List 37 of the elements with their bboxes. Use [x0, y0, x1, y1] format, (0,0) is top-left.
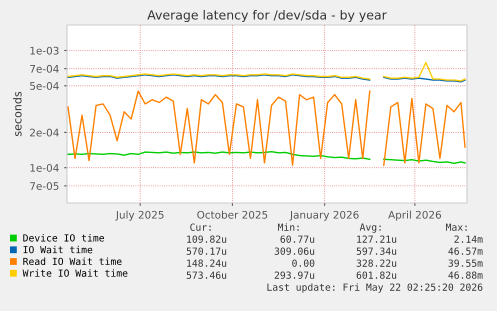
y-tick-label: 1e-03: [30, 46, 59, 55]
y-tick-label: 5e-04: [30, 82, 59, 90]
text: Max:: [446, 224, 467, 231]
x-tick-label: April 2026: [388, 210, 442, 221]
text: 39.55m: [448, 259, 483, 267]
text: 597.34u: [356, 247, 396, 255]
text: 0.00: [292, 259, 314, 267]
y-tick-label: 7e-04: [30, 64, 59, 73]
text: 46.88m: [448, 271, 483, 279]
text: Cur:: [190, 223, 211, 231]
y-axis-title: seconds: [13, 92, 22, 136]
text: 328.22u: [356, 259, 396, 267]
chart-title: Average latency for /dev/sda - by year: [147, 10, 387, 22]
legend-label: IO Wait time: [24, 246, 92, 254]
x-tick-label: July 2025: [115, 210, 164, 221]
text: Last update: Fri May 22 02:25:20 2026: [267, 283, 482, 293]
legend-label: Device IO time: [23, 234, 104, 242]
legend-label: Write IO Wait time: [22, 269, 128, 277]
text: 60.77u: [280, 235, 314, 243]
x-tick-label: October 2025: [197, 210, 268, 219]
y-tick-label: 7e-05: [30, 182, 58, 190]
text: 148.24u: [187, 259, 226, 267]
text: 46.57m: [448, 247, 483, 255]
text: 293.97u: [274, 271, 314, 279]
text: 309.06u: [274, 247, 314, 255]
text: Min:: [278, 223, 299, 231]
y-tick-label: 2e-04: [30, 128, 59, 137]
text: 573.46u: [186, 271, 226, 279]
text: 601.82u: [356, 271, 396, 279]
text: Avg:: [360, 224, 381, 233]
legend-label: Read IO Wait time: [23, 258, 122, 266]
y-tick-label: 1e-04: [30, 164, 59, 172]
text: 127.21u: [357, 235, 396, 243]
text: 2.14m: [454, 235, 483, 243]
text: 570.17u: [186, 247, 226, 255]
x-tick-label: January 2026: [289, 210, 359, 221]
text: 109.82u: [187, 235, 226, 243]
